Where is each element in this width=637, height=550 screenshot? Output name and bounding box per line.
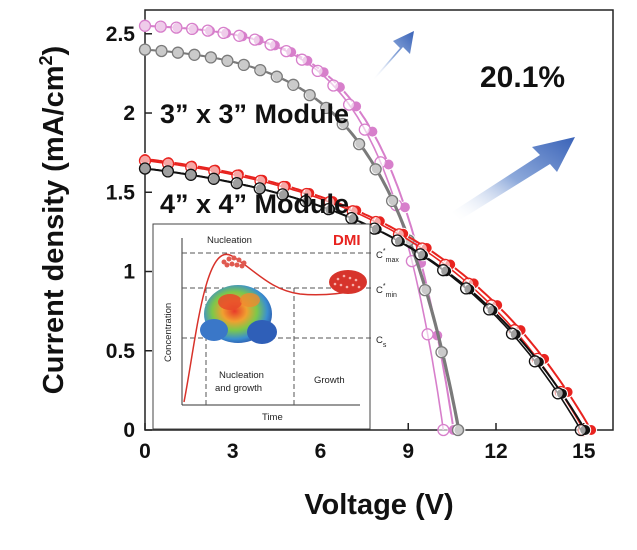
series-3-point <box>138 43 152 56</box>
series-1-point <box>138 19 152 32</box>
plot-frame <box>144 9 614 431</box>
series-3-point <box>171 46 185 59</box>
series-7-point <box>253 182 266 195</box>
label-cmin: C*min <box>376 283 397 299</box>
series-3-point <box>221 54 234 67</box>
y-tick-label-2: 1 <box>123 261 135 284</box>
y-tick-label-0: 0 <box>123 419 135 442</box>
series-1-point <box>233 29 246 42</box>
x-tick-label-3: 9 <box>402 440 414 463</box>
series-7-point <box>276 188 289 201</box>
inset-ylabel: Concentration <box>163 303 174 362</box>
inset-xlabel: Time <box>262 412 283 423</box>
inset-title-dmi: DMI <box>333 232 361 249</box>
series-7-point <box>482 303 496 316</box>
series-3-point <box>369 163 382 176</box>
series-3-point <box>270 70 283 83</box>
inset-region-2: Growth <box>314 375 345 386</box>
series-1-point <box>280 44 293 58</box>
series-3-point <box>336 117 349 131</box>
inset-title-nucleation: Nucleation <box>207 235 252 246</box>
arrow-4x4-icon <box>452 137 575 220</box>
series-3-point <box>254 63 267 77</box>
inset-growth-cluster <box>329 270 367 294</box>
series-7-point <box>299 195 312 208</box>
series-3-point <box>155 44 168 58</box>
series-3-point <box>303 88 316 102</box>
series-1-point <box>342 98 356 111</box>
series-7-point <box>368 222 381 235</box>
series-3-point <box>287 78 300 91</box>
y-tick-label-3: 1.5 <box>106 181 136 204</box>
series-1-point <box>264 38 277 51</box>
x-axis-label: Voltage (V) <box>304 489 453 521</box>
series-3-point <box>385 194 399 208</box>
series-1-point <box>311 64 324 78</box>
x-tick-label-0: 0 <box>139 440 151 463</box>
series-7-point <box>391 234 404 247</box>
series-7-point <box>184 168 198 181</box>
series-7-point <box>574 423 587 437</box>
label-cmax: C*max <box>376 248 399 264</box>
series-1-point <box>327 79 340 92</box>
series-1-point <box>421 328 434 341</box>
series-7-point <box>322 202 335 216</box>
inset-nucleation-diagram: Nucleation DMI Concentration Time Nuclea… <box>152 223 372 430</box>
series-7-point <box>230 177 243 190</box>
series-3-point <box>352 137 366 151</box>
annotation-4x4-module: 4” x 4” Module <box>160 189 349 219</box>
series-1-point <box>201 24 214 37</box>
series-3-point <box>237 58 250 72</box>
y-tick-label-4: 2 <box>123 102 135 125</box>
annotation-3x3-module: 3” x 3” Module <box>160 99 349 129</box>
series-7-point <box>138 162 152 175</box>
arrow-3x3-icon <box>372 31 414 80</box>
series-3-point <box>418 283 432 297</box>
series-3-point <box>188 48 201 61</box>
annotation-efficiency: 20.1% <box>480 61 565 94</box>
series-1-point <box>154 20 167 33</box>
axis-ticks: 0 3 6 9 12 15 0 0.5 1 1.5 2 2.5 <box>106 23 596 463</box>
inset-nuclei-cluster <box>221 255 247 269</box>
y-axis-label: Current density (mA/cm2) <box>36 46 70 394</box>
series-3-point <box>435 346 448 359</box>
inset-region-1b: and growth <box>215 383 262 394</box>
series-7-point <box>459 282 473 295</box>
series-3-point <box>204 51 218 64</box>
series-3-point <box>451 423 465 437</box>
x-tick-label-4: 12 <box>484 440 507 463</box>
series-1-point <box>217 26 230 40</box>
x-tick-label-5: 15 <box>572 440 596 463</box>
series-1-point <box>170 21 183 34</box>
label-cs: Cs <box>376 335 387 349</box>
series-7-point <box>528 355 542 368</box>
series-1-point <box>358 123 371 136</box>
series-1-point <box>437 423 450 437</box>
series-7-point <box>414 248 427 261</box>
series-1-point <box>295 53 309 66</box>
x-tick-label-1: 3 <box>227 440 239 463</box>
series-7-point <box>505 327 519 340</box>
series-7-point <box>161 165 175 178</box>
series-7-point <box>207 172 220 185</box>
dmi-molecule-icon <box>200 285 277 344</box>
y-tick-label-5: 2.5 <box>106 23 136 46</box>
series-1-point <box>185 22 199 36</box>
inset-growth-cluster-texture <box>333 274 361 289</box>
series-7-point <box>437 264 450 277</box>
series-7-point <box>551 387 565 400</box>
inset-region-1: Nucleation <box>219 370 264 381</box>
y-tick-label-1: 0.5 <box>106 340 136 363</box>
series-3-point <box>320 101 333 115</box>
series-1-point <box>248 33 262 46</box>
x-tick-label-2: 6 <box>315 440 327 463</box>
